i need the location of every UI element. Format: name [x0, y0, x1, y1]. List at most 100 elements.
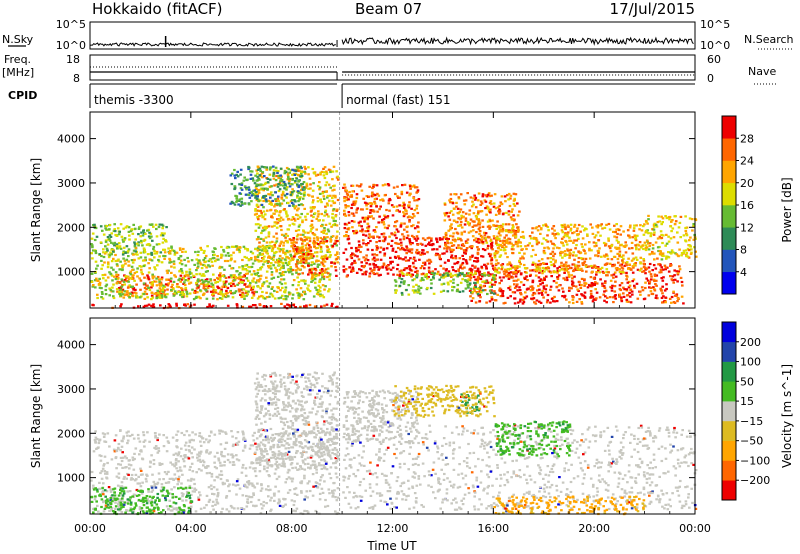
heatmap-cell [397, 242, 400, 245]
heatmap-cell [186, 274, 189, 277]
heatmap-cell [483, 248, 487, 252]
heatmap-cell [256, 258, 259, 261]
heatmap-cell [376, 235, 379, 238]
heatmap-cell [185, 290, 189, 293]
heatmap-cell [301, 197, 305, 200]
heatmap-cell [402, 201, 405, 204]
heatmap-cell [307, 166, 310, 169]
heatmap-cell [298, 249, 301, 252]
heatmap-cell [297, 200, 300, 203]
heatmap-cell [180, 288, 184, 291]
heatmap-cell [183, 283, 187, 287]
heatmap-cell [570, 274, 573, 277]
heatmap-cell [307, 231, 310, 234]
heatmap-cell [119, 247, 123, 250]
heatmap-cell [314, 269, 318, 272]
heatmap-cell [516, 266, 519, 269]
heatmap-cell [251, 287, 255, 290]
heatmap-cell [645, 231, 649, 234]
heatmap-cell [684, 229, 688, 233]
heatmap-cell [256, 175, 259, 178]
heatmap-cell [347, 242, 351, 245]
heatmap-cell [319, 240, 323, 243]
heatmap-cell [262, 189, 265, 192]
heatmap-cell [133, 245, 137, 248]
heatmap-cell [647, 232, 650, 235]
heatmap-cell [102, 277, 105, 280]
heatmap-cell [591, 266, 594, 269]
heatmap-cell [466, 280, 469, 283]
heatmap-cell [118, 246, 121, 249]
heatmap-cell [408, 220, 411, 223]
heatmap-cell [503, 268, 507, 271]
heatmap-cell [468, 283, 471, 286]
heatmap-cell [336, 198, 340, 202]
heatmap-cell [160, 278, 164, 281]
heatmap-cell [357, 258, 361, 261]
heatmap-cell [652, 278, 656, 281]
heatmap-cell [306, 251, 309, 255]
heatmap-cell [504, 245, 508, 248]
heatmap-cell [257, 285, 260, 288]
heatmap-cell [262, 196, 265, 199]
heatmap-cell [277, 199, 280, 203]
heatmap-cell [568, 254, 572, 257]
heatmap-cell [304, 256, 307, 260]
heatmap-cell [479, 296, 482, 299]
heatmap-cell [402, 238, 406, 241]
heatmap-cell [275, 237, 279, 240]
heatmap-cell [612, 273, 616, 276]
heatmap-cell [375, 245, 378, 248]
heatmap-cell [199, 246, 202, 249]
heatmap-cell [365, 202, 368, 205]
heatmap-cell [321, 258, 325, 261]
heatmap-cell [530, 285, 534, 288]
heatmap-cell [216, 255, 219, 258]
heatmap-cell [311, 279, 315, 282]
heatmap-cell [657, 249, 660, 253]
heatmap-cell [259, 169, 262, 173]
heatmap-cell [169, 280, 173, 283]
heatmap-cell [477, 211, 480, 214]
heatmap-cell [509, 267, 513, 270]
heatmap-cell [507, 237, 510, 240]
heatmap-cell [642, 258, 645, 261]
heatmap-cell [586, 286, 590, 289]
heatmap-cell [260, 433, 263, 436]
heatmap-cell [343, 183, 346, 186]
heatmap-cell [496, 235, 499, 238]
heatmap-cell [125, 258, 129, 261]
heatmap-cell [298, 251, 302, 254]
heatmap-cell [296, 291, 299, 295]
heatmap-cell [336, 178, 340, 181]
heatmap-cell [606, 254, 609, 257]
heatmap-cell [264, 198, 268, 201]
heatmap-cell [360, 225, 363, 228]
heatmap-cell [270, 287, 274, 290]
heatmap-cell [297, 174, 301, 177]
heatmap-cell [604, 289, 608, 292]
heatmap-cell [472, 275, 476, 278]
heatmap-cell [122, 251, 125, 255]
heatmap-cell [486, 244, 490, 247]
heatmap-cell [416, 237, 420, 240]
heatmap-cell [671, 219, 674, 222]
heatmap-cell [316, 196, 320, 199]
heatmap-cell [459, 266, 462, 269]
heatmap-cell [198, 491, 201, 494]
heatmap-cell [319, 245, 323, 248]
heatmap-cell [464, 279, 468, 283]
heatmap-cell [486, 220, 490, 223]
heatmap-cell [528, 274, 532, 277]
heatmap-cell [231, 292, 235, 295]
heatmap-cell [409, 269, 412, 272]
heatmap-cell [487, 274, 490, 277]
heatmap-cell [296, 196, 299, 199]
heatmap-cell [510, 242, 513, 245]
heatmap-cell [360, 189, 364, 192]
heatmap-cell [549, 271, 553, 274]
heatmap-cell [367, 242, 370, 245]
heatmap-cell [291, 273, 294, 276]
heatmap-cell [522, 263, 526, 267]
colorbar-swatch [722, 160, 736, 184]
